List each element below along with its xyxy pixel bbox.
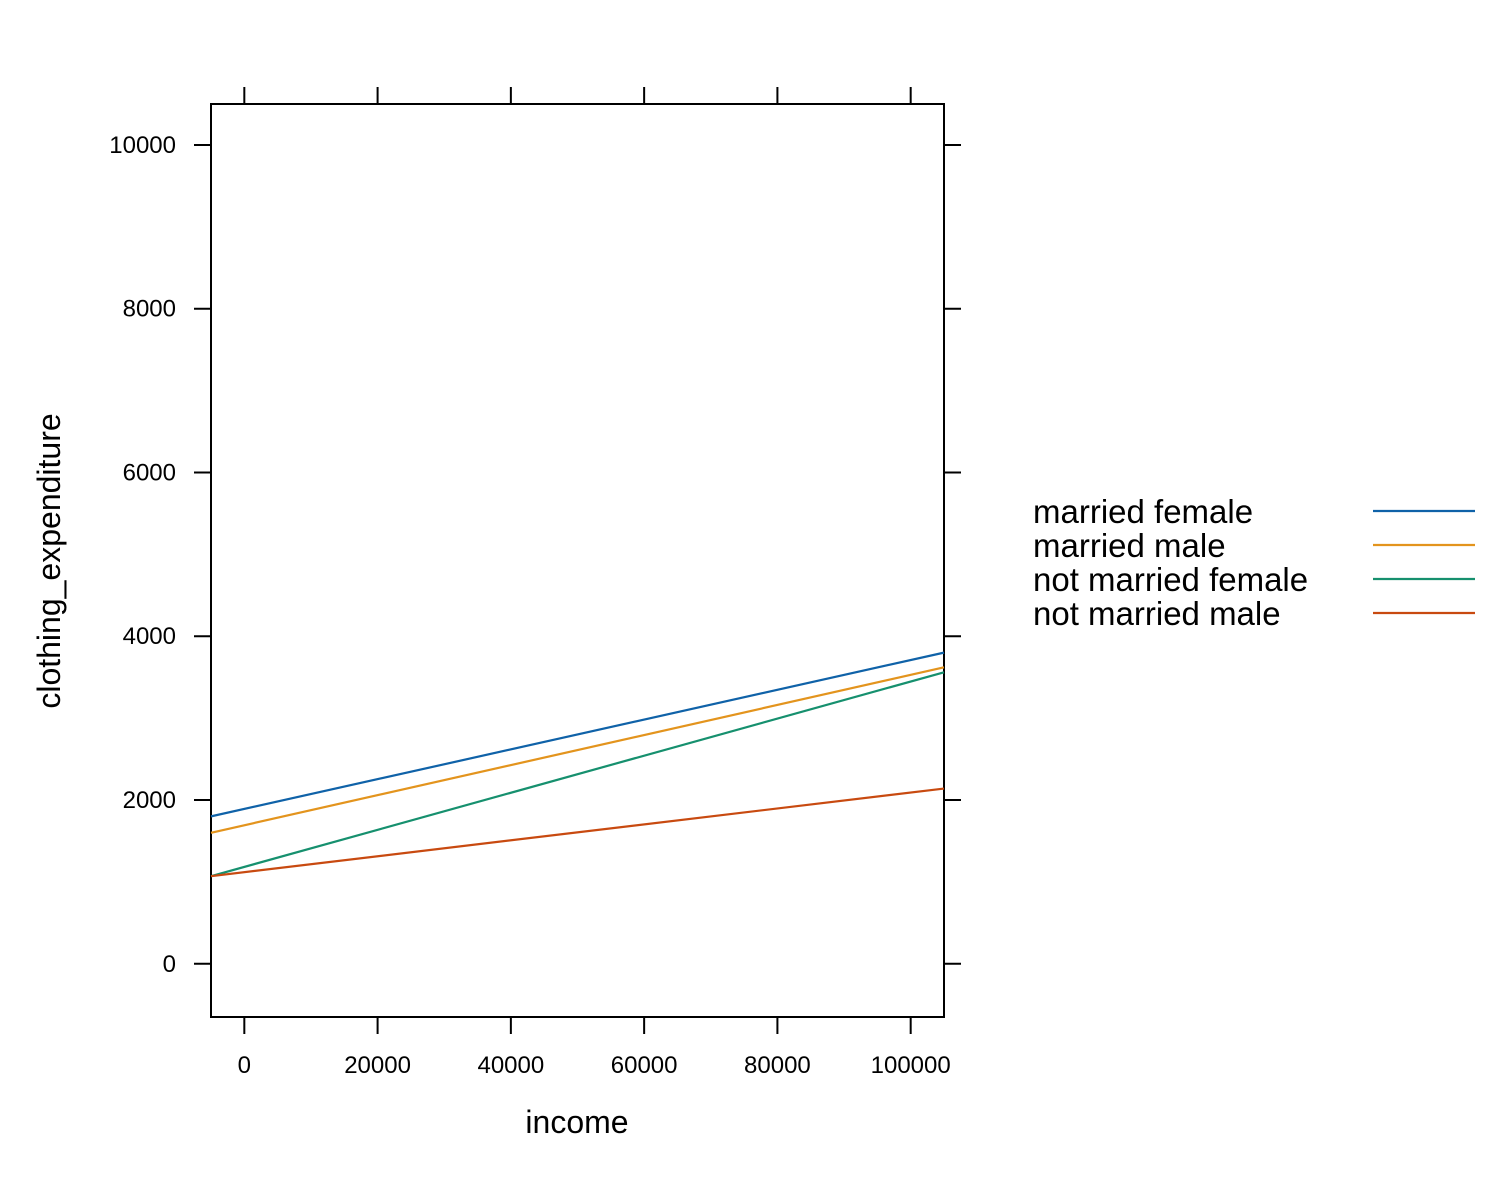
series-line-not-married-male: [210, 787, 945, 878]
y-tick-label: 0: [163, 951, 176, 978]
x-tick-label: 20000: [344, 1052, 411, 1079]
legend-label-married-male: married male: [1033, 527, 1226, 564]
y-axis-title: clothing_expenditure: [31, 413, 67, 708]
legend-label-married-female: married female: [1033, 493, 1253, 530]
plot-area: [210, 103, 945, 1018]
x-axis: 0 20000 40000 60000 80000 100000: [238, 87, 951, 1079]
legend-label-not-married-female: not married female: [1033, 561, 1308, 598]
y-tick-label: 10000: [109, 132, 176, 159]
series-line-married-male: [210, 666, 945, 834]
y-tick-label: 2000: [123, 787, 176, 814]
y-tick-label: 6000: [123, 459, 176, 486]
plot-frame: [210, 103, 945, 1018]
y-tick-label: 8000: [123, 296, 176, 323]
x-axis-title: income: [525, 1104, 628, 1140]
y-tick-label: 4000: [123, 623, 176, 650]
series-line-married-female: [210, 651, 945, 818]
x-tick-label: 100000: [871, 1052, 951, 1079]
x-tick-label: 80000: [744, 1052, 811, 1079]
y-axis: 0 2000 4000 6000 8000 10000: [109, 132, 961, 978]
series-lines: [210, 651, 945, 878]
x-tick-label: 0: [238, 1052, 251, 1079]
legend-label-not-married-male: not married male: [1033, 595, 1281, 632]
series-line-not-married-female: [210, 671, 945, 878]
x-tick-label: 40000: [477, 1052, 544, 1079]
x-tick-label: 60000: [611, 1052, 678, 1079]
